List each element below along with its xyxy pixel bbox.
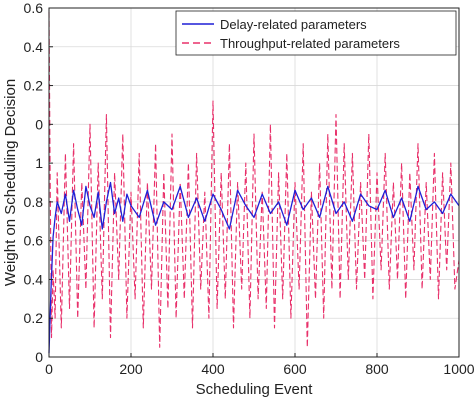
y-tick-label: 0.6	[24, 0, 44, 16]
y-tick-label: 1	[35, 155, 43, 171]
axis-ticks: 0 200 400 600 800 1000 0 0.2 0.4 0.6 0.8 1 0 0.2 0.4 0.…	[24, 0, 474, 377]
x-axis-title: Scheduling Event	[196, 381, 314, 398]
legend-box	[175, 10, 457, 56]
x-tick-label: 600	[283, 361, 307, 377]
x-tick-label: 1000	[443, 361, 474, 377]
legend-label-throughput: Throughput-related parameters	[220, 36, 400, 51]
y-tick-label: 0.6	[24, 233, 44, 249]
x-tick-label: 400	[201, 361, 225, 377]
series-line-delay	[48, 181, 460, 354]
y-tick-label: 0.2	[24, 310, 44, 326]
x-tick-label: 800	[365, 361, 389, 377]
legend: Delay-related parameters Throughput-rela…	[175, 10, 457, 56]
plot-series	[48, 11, 460, 354]
y-tick-label: 0.4	[24, 271, 44, 287]
plot-frame	[48, 7, 460, 358]
x-tick-label: 200	[119, 361, 143, 377]
x-tick-label: 0	[45, 361, 53, 377]
y-tick-label: 0.4	[24, 39, 44, 55]
y-tick-label: 0.2	[24, 78, 44, 94]
y-axis-title: Weight on Scheduling Decision	[2, 79, 19, 286]
y-tick-label: 0	[35, 116, 43, 132]
y-tick-label: 0	[35, 349, 43, 365]
y-tick-label: 0.8	[24, 194, 44, 210]
series-line-throughput	[48, 11, 460, 348]
legend-label-delay: Delay-related parameters	[220, 17, 367, 32]
